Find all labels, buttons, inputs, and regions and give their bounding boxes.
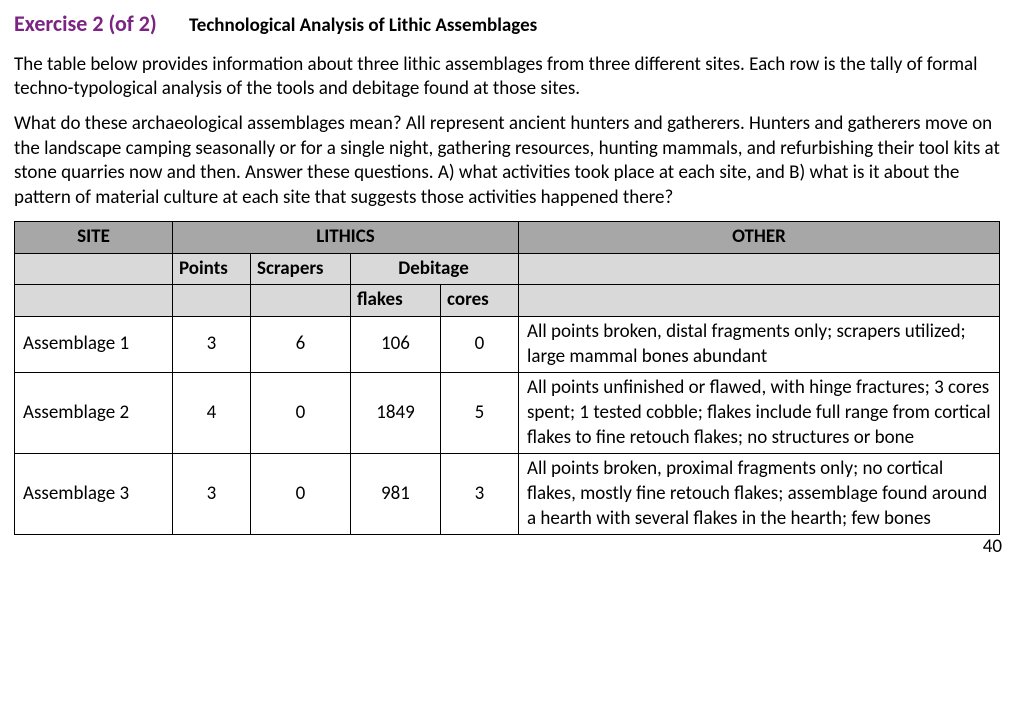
intro-paragraph-2: What do these archaeological assemblages… — [14, 112, 1010, 211]
cell-points: 3 — [173, 316, 251, 372]
table-row: Assemblage 3 3 0 981 3 All points broken… — [15, 454, 1000, 535]
exercise-title: Technological Analysis of Lithic Assembl… — [189, 14, 537, 37]
exercise-label: Exercise 2 (of 2) — [14, 10, 157, 37]
intro-paragraph-1: The table below provides information abo… — [14, 53, 1010, 102]
title-line: Exercise 2 (of 2) Technological Analysis… — [14, 10, 1010, 39]
header-points: Points — [173, 253, 251, 285]
cell-points: 3 — [173, 454, 251, 535]
table-header-row-3: flakes cores — [15, 285, 1000, 317]
table-row: Assemblage 2 4 0 1849 5 All points unfin… — [15, 373, 1000, 454]
cell-other: All points unfinished or flawed, with hi… — [519, 373, 1000, 454]
table-header-row-1: SITE LITHICS OTHER — [15, 221, 1000, 253]
header-flakes: flakes — [351, 285, 441, 317]
cell-site: Assemblage 2 — [15, 373, 173, 454]
cell-cores: 5 — [441, 373, 519, 454]
cell-scrapers: 0 — [251, 454, 351, 535]
table-row: Assemblage 1 3 6 106 0 All points broken… — [15, 316, 1000, 372]
page-number: 40 — [14, 535, 1010, 560]
header-blank-4 — [173, 285, 251, 317]
cell-other: All points broken, distal fragments only… — [519, 316, 1000, 372]
table-header-row-2: Points Scrapers Debitage — [15, 253, 1000, 285]
header-lithics: LITHICS — [173, 221, 519, 253]
cell-other: All points broken, proximal fragments on… — [519, 454, 1000, 535]
cell-flakes: 1849 — [351, 373, 441, 454]
header-blank-3 — [15, 285, 173, 317]
cell-flakes: 981 — [351, 454, 441, 535]
assemblage-table: SITE LITHICS OTHER Points Scrapers Debit… — [14, 221, 1000, 536]
cell-site: Assemblage 3 — [15, 454, 173, 535]
cell-scrapers: 0 — [251, 373, 351, 454]
header-scrapers: Scrapers — [251, 253, 351, 285]
header-other: OTHER — [519, 221, 1000, 253]
header-blank-2 — [519, 253, 1000, 285]
header-blank-6 — [519, 285, 1000, 317]
cell-flakes: 106 — [351, 316, 441, 372]
cell-cores: 3 — [441, 454, 519, 535]
header-blank-1 — [15, 253, 173, 285]
header-debitage: Debitage — [351, 253, 519, 285]
cell-cores: 0 — [441, 316, 519, 372]
cell-scrapers: 6 — [251, 316, 351, 372]
cell-site: Assemblage 1 — [15, 316, 173, 372]
header-cores: cores — [441, 285, 519, 317]
header-blank-5 — [251, 285, 351, 317]
cell-points: 4 — [173, 373, 251, 454]
header-site: SITE — [15, 221, 173, 253]
